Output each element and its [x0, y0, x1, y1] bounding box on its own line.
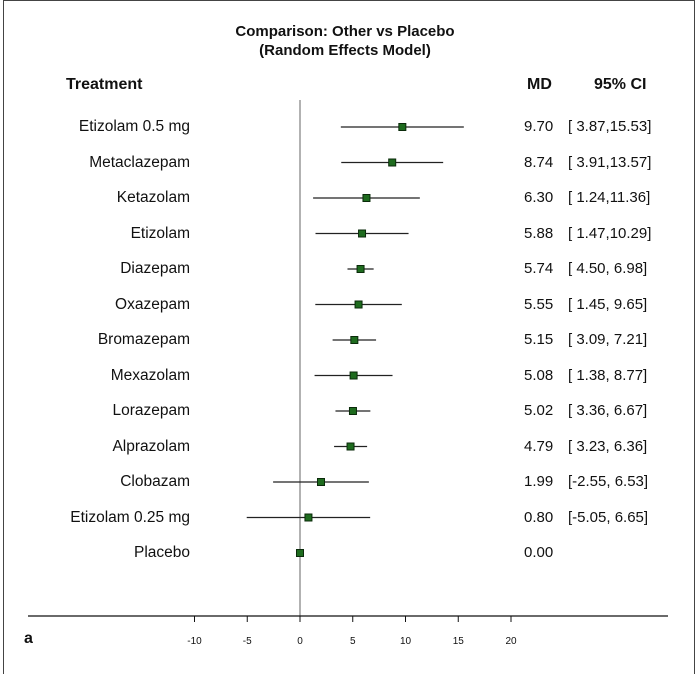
md-value: 5.55 [524, 295, 554, 313]
treatment-label: Clobazam [120, 473, 190, 490]
ci-value: [ 1.38, 8.77] [568, 366, 648, 384]
md-value: 0.80 [524, 508, 554, 526]
md-value: 1.99 [524, 473, 554, 490]
md-value: 4.79 [524, 437, 554, 455]
ci-value: [-5.05, 6.65] [568, 508, 649, 526]
ci-value: [ 3.91,13.57] [568, 153, 652, 171]
md-value: 5.15 [524, 331, 554, 348]
ci-value: [ 3.87,15.53] [568, 118, 652, 135]
treatment-label: Diazepam [120, 260, 190, 277]
ci-value: [ 3.36, 6.67] [568, 402, 648, 419]
treatment-label: Metaclazepam [89, 153, 190, 171]
point-estimate-marker [346, 442, 355, 451]
ci-value: [ 3.23, 6.36] [568, 437, 648, 455]
header-ci: 95% CI [594, 76, 647, 93]
point-estimate-marker [304, 513, 313, 522]
ci-value: [ 1.24,11.36] [568, 189, 651, 206]
point-estimate-marker [316, 478, 325, 486]
treatment-label: Etizolam 0.25 mg [70, 508, 190, 526]
point-estimate-marker [350, 336, 359, 344]
ci-value: [-2.55, 6.53] [568, 473, 649, 490]
md-value: 6.30 [524, 189, 554, 206]
x-tick-label: 20 [505, 636, 517, 647]
md-value: 5.02 [524, 402, 554, 419]
point-estimate-marker [349, 371, 358, 380]
md-value: 8.74 [524, 153, 554, 171]
md-value: 5.74 [524, 260, 554, 277]
x-tick-label: -5 [242, 636, 252, 647]
panel-label: a [24, 630, 33, 647]
ci-value: [ 4.50, 6.98] [568, 260, 648, 277]
point-estimate-marker [388, 158, 397, 167]
point-estimate-marker [356, 265, 365, 273]
md-value: 5.08 [524, 366, 554, 384]
ci-value: [ 3.09, 7.21] [568, 331, 648, 348]
md-value: 0.00 [524, 544, 554, 561]
treatment-label: Oxazepam [115, 295, 190, 313]
point-estimate-marker [362, 194, 371, 202]
treatment-label: Ketazolam [116, 189, 190, 206]
ci-value: [ 1.45, 9.65] [568, 295, 648, 313]
point-estimate-marker [348, 407, 357, 415]
treatment-label: Lorazepam [112, 402, 190, 419]
x-tick-label: 15 [452, 636, 464, 647]
point-estimate-marker [354, 300, 363, 309]
md-value: 5.88 [524, 224, 554, 242]
x-tick-label: 0 [297, 636, 303, 647]
x-tick-label: 5 [349, 636, 356, 647]
treatment-label: Bromazepam [97, 331, 190, 348]
point-estimate-marker [358, 229, 367, 238]
treatment-label: Alprazolam [112, 437, 190, 455]
subtitle-line: (Random Effects Model) [259, 42, 431, 59]
point-estimate-marker [296, 549, 304, 557]
header-md: MD [527, 76, 552, 93]
ci-value: [ 1.47,10.29] [568, 224, 652, 242]
figure-frame [3, 0, 695, 674]
header-treatment: Treatment [66, 76, 143, 93]
treatment-label: Etizolam 0.5 mg [78, 118, 190, 135]
chart-title: Comparison: Other vs Placebo (Random Eff… [200, 22, 490, 60]
treatment-label: Etizolam [130, 224, 190, 242]
x-tick-label: 10 [399, 636, 412, 647]
md-value: 9.70 [524, 118, 554, 135]
point-estimate-marker [398, 123, 407, 131]
treatment-label: Mexazolam [110, 366, 190, 384]
treatment-label: Placebo [133, 544, 190, 561]
x-tick-label: -10 [187, 636, 202, 647]
title-line: Comparison: Other vs Placebo [235, 23, 455, 40]
